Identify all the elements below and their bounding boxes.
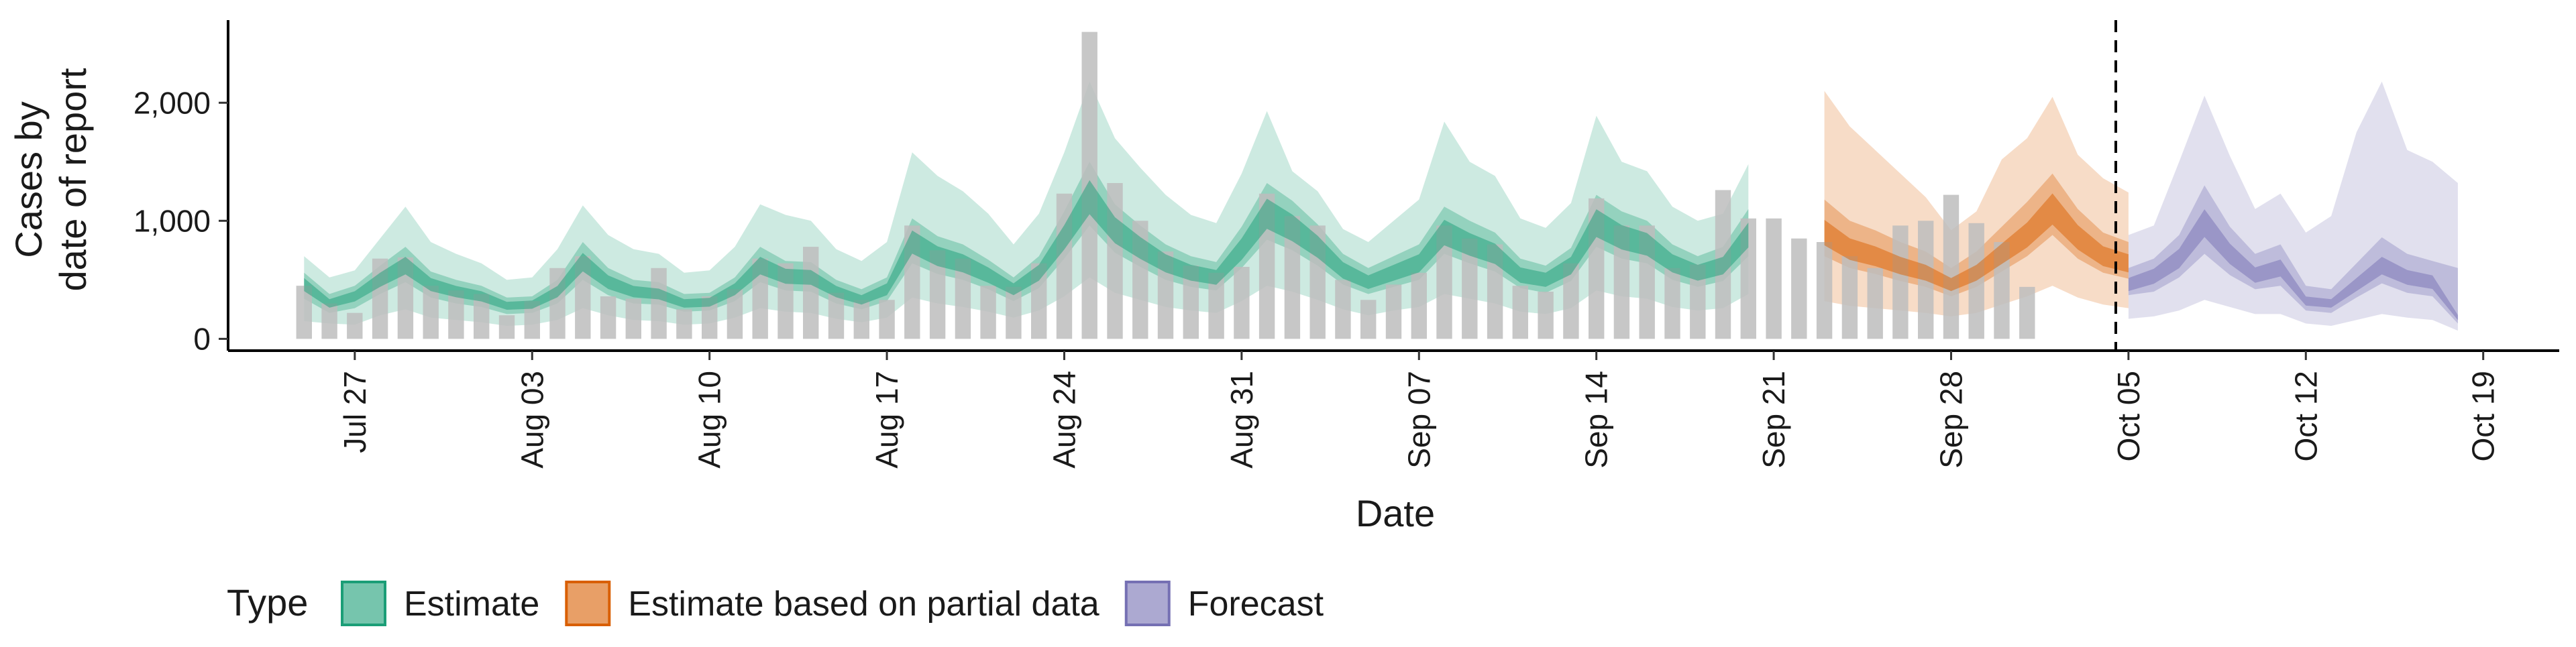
case-bar [423, 286, 439, 339]
case-bar [448, 290, 464, 339]
y-axis-title-line-1: Cases by [7, 101, 50, 257]
case-bar [1563, 263, 1579, 339]
case-bar [1385, 284, 1402, 339]
axes: 0 1,000 2,000 Jul 27 Aug 03 Aug 10 Aug 17 Aug 2… [133, 20, 2559, 469]
case-bar [321, 303, 337, 339]
legend-swatch [565, 581, 611, 626]
case-bar [702, 296, 718, 339]
case-bar [1335, 280, 1351, 339]
x-tick-label: Jul 27 [337, 371, 372, 453]
case-bar [879, 300, 895, 339]
case-bar [1791, 238, 1807, 339]
case-bar [397, 257, 414, 339]
series-0-median-band [304, 180, 1749, 310]
x-tick-label: Aug 10 [692, 371, 727, 469]
case-bar [347, 312, 363, 339]
x-tick-label: Aug 17 [869, 371, 904, 469]
case-bar [296, 286, 312, 339]
case-bar [752, 258, 768, 339]
x-tick-label: Oct 19 [2466, 371, 2501, 462]
x-tick-label: Sep 14 [1579, 371, 1614, 469]
x-axis-title: Date [1356, 492, 1435, 534]
case-bar [1234, 267, 1250, 339]
case-bar [1538, 292, 1554, 339]
case-bar [929, 250, 946, 339]
case-bar [1664, 268, 1680, 339]
case-bar [1284, 216, 1301, 339]
case-bar [1816, 242, 1833, 339]
case-bar [625, 298, 641, 339]
case-bar [1006, 286, 1022, 339]
series-0-band-90 [304, 81, 1749, 326]
y-axis-title-line-2: date of report [52, 68, 94, 292]
x-tick-label: Oct 12 [2288, 371, 2323, 462]
case-bar [1360, 300, 1377, 339]
case-bar [727, 289, 743, 339]
legend-item-label: Estimate [404, 585, 539, 624]
case-bar [524, 301, 540, 339]
case-bar [1487, 244, 1503, 339]
case-bar [1766, 218, 1782, 339]
median-line-layer [304, 180, 2458, 320]
case-bar [803, 247, 819, 339]
case-bar [1183, 266, 1199, 339]
case-bar [1208, 272, 1224, 339]
case-bar [676, 309, 692, 339]
case-bar [980, 286, 996, 339]
x-tick-label: Aug 24 [1046, 371, 1081, 469]
case-bar [1867, 268, 1883, 339]
x-tick-label: Oct 05 [2111, 371, 2146, 462]
legend-title: Type [227, 581, 308, 624]
x-tick-label: Sep 21 [1756, 371, 1791, 469]
case-bar [575, 256, 591, 339]
x-tick-label: Aug 31 [1224, 371, 1259, 469]
legend-swatch [341, 581, 386, 626]
legend: Type Estimate Estimate based on partial da… [227, 581, 1324, 626]
case-bar [828, 292, 845, 339]
case-bar [853, 300, 869, 339]
case-bar [498, 315, 515, 339]
y-axis-title: Cases by date of report [7, 68, 94, 292]
x-tick-label: Aug 03 [515, 371, 549, 469]
case-bar [1892, 225, 1909, 339]
case-bar [1968, 223, 1984, 339]
case-bar [600, 296, 616, 339]
series-1-median-band [1824, 193, 2129, 292]
case-bar [1107, 183, 1123, 339]
case-bar [1613, 225, 1630, 339]
case-bar [549, 268, 566, 339]
case-bar [1411, 272, 1427, 339]
legend-swatch [1124, 581, 1171, 626]
case-bar [651, 268, 667, 339]
series-2-median-band [2128, 209, 2458, 320]
x-tick-label: Sep 28 [1933, 371, 1968, 469]
case-bar [2019, 286, 2035, 339]
case-bar [1841, 256, 1858, 339]
y-tick-label: 1,000 [133, 203, 211, 238]
y-tick-label: 0 [193, 321, 211, 356]
legend-item-label: Forecast [1188, 585, 1324, 624]
case-bar [1462, 238, 1478, 339]
case-bar [1436, 225, 1452, 339]
case-bar [1512, 286, 1528, 339]
y-tick-label: 2,000 [133, 85, 211, 120]
x-tick-label: Sep 07 [1401, 371, 1436, 469]
case-bar [1943, 194, 1960, 339]
case-bar [955, 258, 971, 339]
legend-item-label: Estimate based on partial data [628, 585, 1099, 624]
case-bar [1690, 264, 1706, 339]
case-bar [474, 294, 490, 339]
